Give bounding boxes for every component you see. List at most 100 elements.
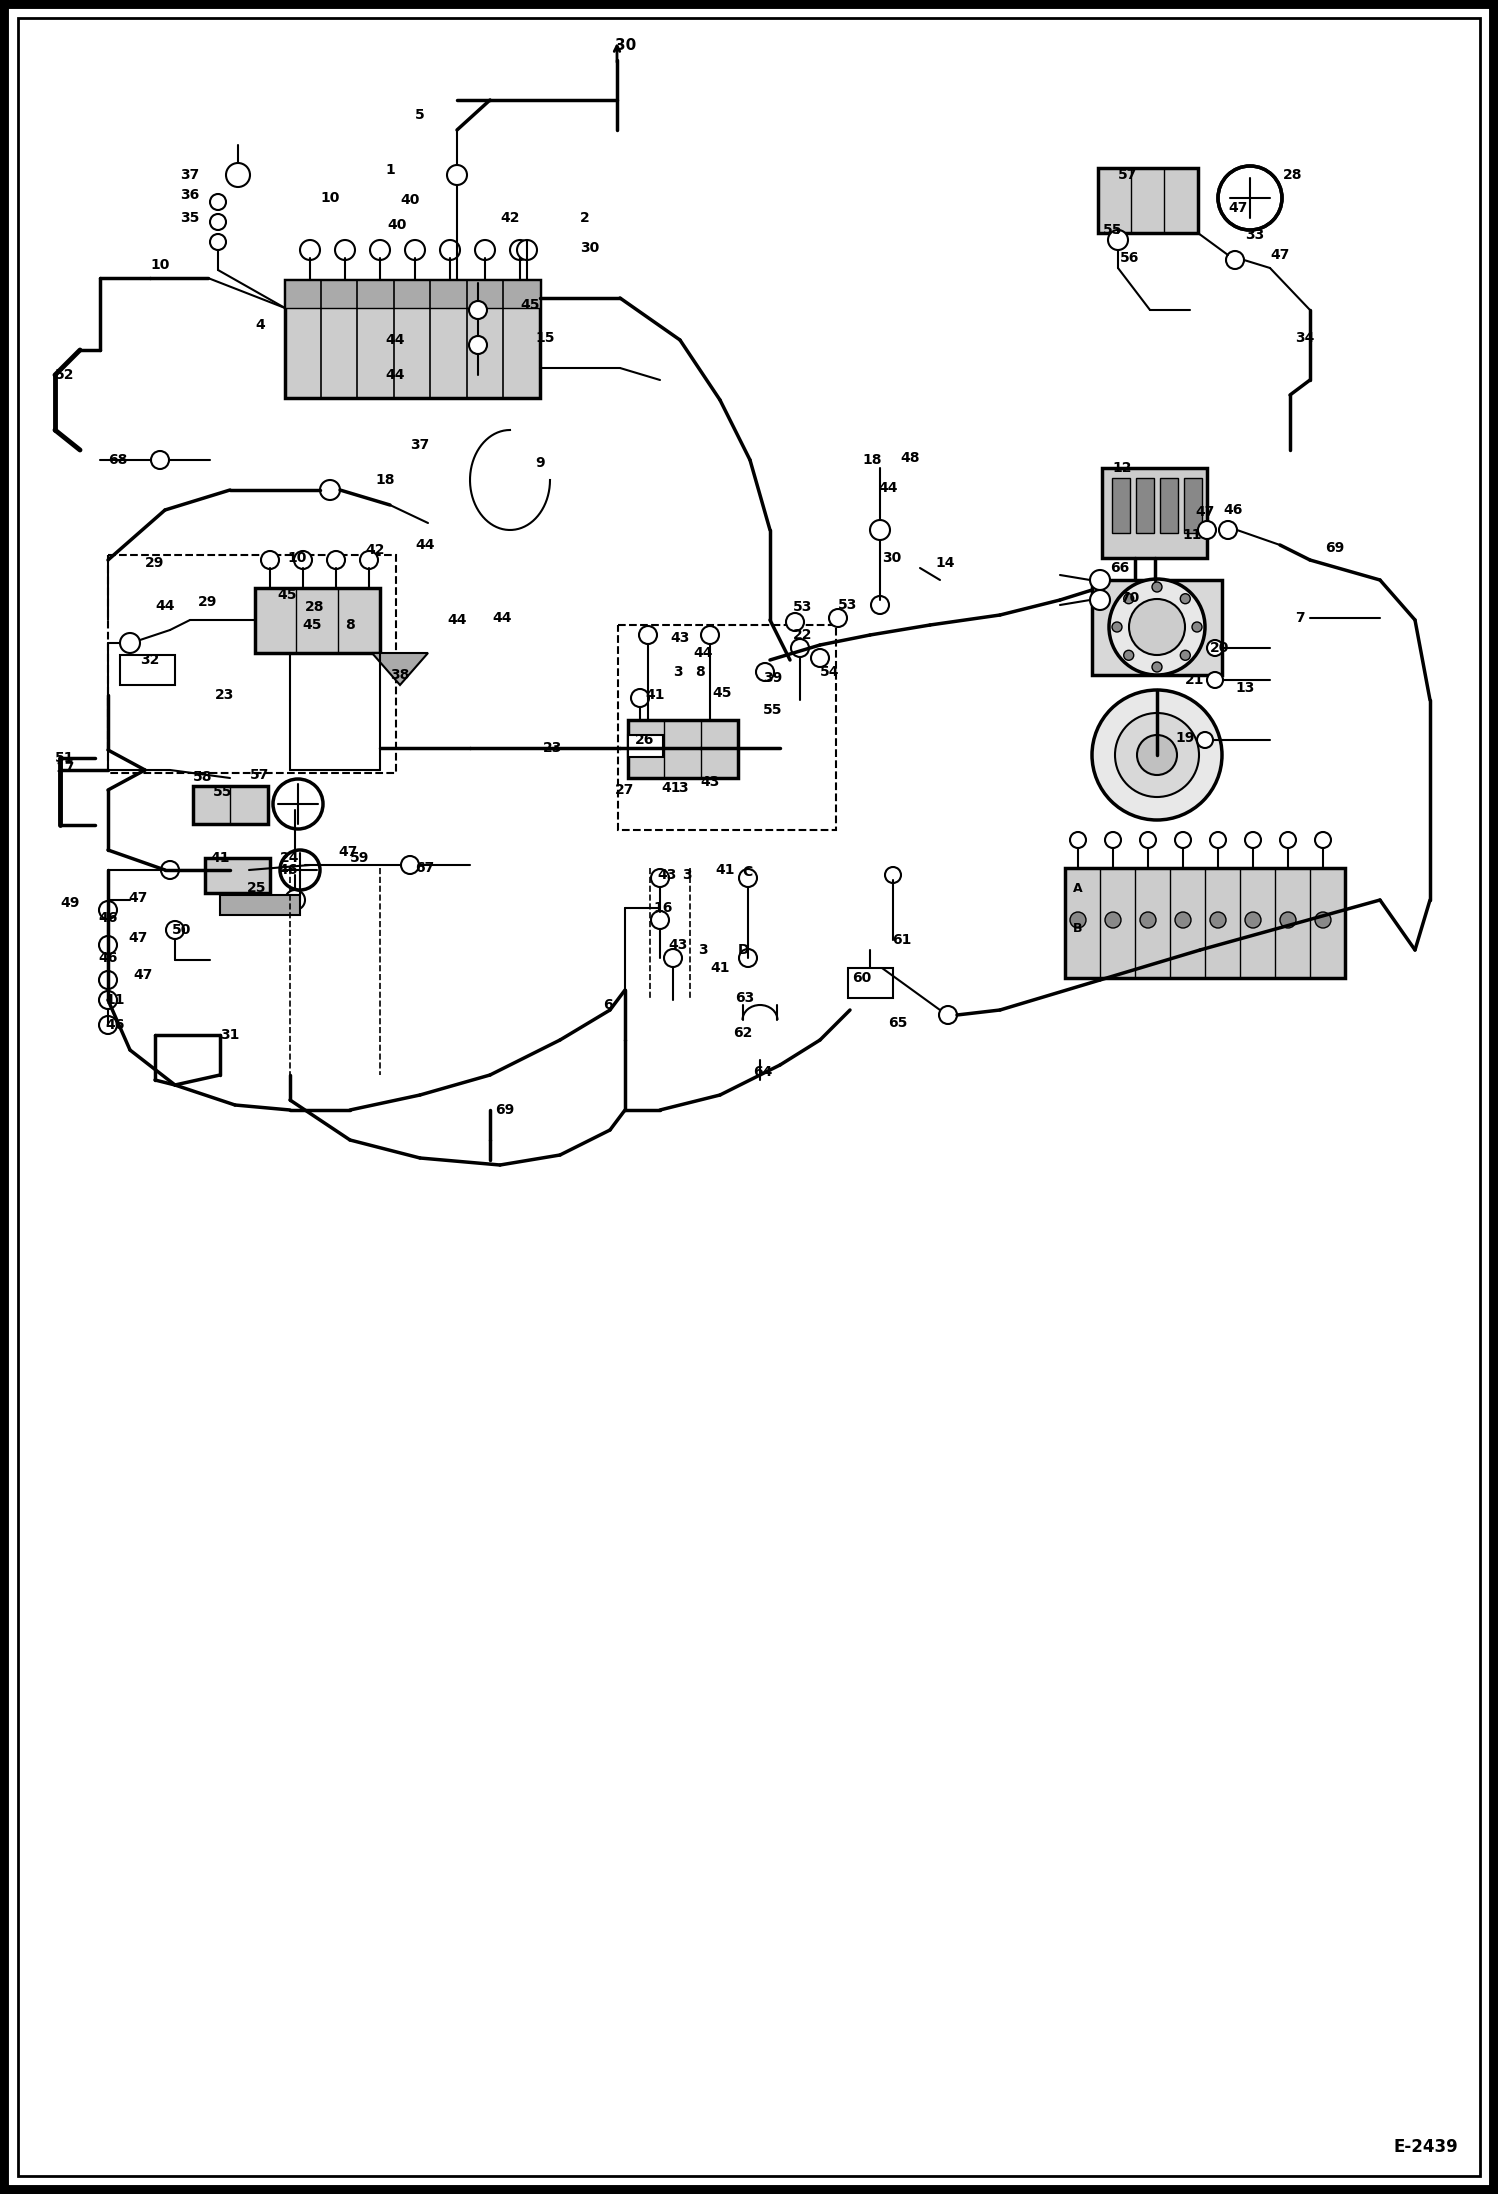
Text: 45: 45	[303, 619, 322, 632]
Circle shape	[1129, 599, 1185, 656]
Circle shape	[810, 649, 828, 667]
Text: 69: 69	[1326, 542, 1344, 555]
Circle shape	[99, 972, 117, 989]
Text: 62: 62	[733, 1027, 752, 1040]
Text: 41: 41	[646, 689, 665, 702]
Circle shape	[870, 597, 888, 614]
Circle shape	[160, 860, 178, 880]
Circle shape	[631, 689, 649, 706]
Circle shape	[99, 937, 117, 954]
Circle shape	[786, 612, 804, 632]
Text: 54: 54	[819, 665, 839, 678]
Text: 43: 43	[658, 869, 677, 882]
Text: 23: 23	[216, 689, 234, 702]
Text: 3: 3	[682, 869, 692, 882]
Circle shape	[1192, 623, 1201, 632]
Text: 44: 44	[878, 480, 897, 496]
Circle shape	[1207, 641, 1222, 656]
Circle shape	[1070, 832, 1086, 849]
Text: B: B	[1073, 921, 1083, 935]
Circle shape	[1180, 649, 1191, 660]
Text: 47: 47	[339, 845, 358, 860]
Bar	[285, 281, 539, 307]
Text: 57: 57	[1118, 169, 1137, 182]
Text: 11: 11	[105, 994, 124, 1007]
Text: 53: 53	[837, 599, 857, 612]
Circle shape	[285, 891, 306, 911]
Text: 7: 7	[1294, 610, 1305, 625]
Text: 28: 28	[1282, 169, 1302, 182]
Circle shape	[1106, 913, 1121, 928]
Circle shape	[1279, 913, 1296, 928]
Bar	[1135, 478, 1153, 533]
Circle shape	[99, 902, 117, 919]
Circle shape	[1112, 623, 1122, 632]
Circle shape	[151, 452, 169, 470]
Text: 45: 45	[277, 588, 297, 601]
Text: 32: 32	[139, 654, 159, 667]
Circle shape	[120, 634, 139, 654]
Bar	[285, 281, 539, 397]
Polygon shape	[372, 654, 428, 685]
Text: 41: 41	[710, 961, 730, 974]
Circle shape	[300, 239, 321, 261]
Circle shape	[1070, 913, 1086, 928]
Circle shape	[1124, 595, 1134, 603]
Circle shape	[739, 950, 756, 968]
Circle shape	[1197, 733, 1213, 748]
Text: 66: 66	[1110, 562, 1129, 575]
Circle shape	[756, 663, 774, 680]
Circle shape	[652, 869, 670, 886]
Circle shape	[828, 610, 846, 627]
Circle shape	[791, 638, 809, 656]
Circle shape	[475, 239, 494, 261]
Circle shape	[1091, 570, 1110, 590]
Text: 1: 1	[385, 162, 395, 178]
Text: 2: 2	[580, 211, 590, 226]
Text: 5: 5	[415, 108, 425, 123]
Circle shape	[1245, 913, 1261, 928]
Circle shape	[404, 239, 425, 261]
Circle shape	[1218, 167, 1282, 230]
Text: 46: 46	[97, 911, 117, 926]
Text: 58: 58	[193, 770, 213, 783]
Text: 19: 19	[1174, 731, 1194, 746]
Text: 47: 47	[1195, 505, 1215, 520]
Bar	[1103, 467, 1207, 557]
Text: 60: 60	[852, 972, 872, 985]
Text: E-2439: E-2439	[1393, 2137, 1458, 2157]
Text: 8: 8	[695, 665, 704, 678]
Circle shape	[99, 992, 117, 1009]
Circle shape	[261, 551, 279, 568]
Text: 46: 46	[105, 1018, 124, 1031]
Text: 41: 41	[715, 862, 734, 878]
Text: 40: 40	[386, 217, 406, 233]
Text: 3: 3	[698, 943, 707, 957]
Text: 20: 20	[1210, 641, 1230, 656]
Circle shape	[210, 215, 226, 230]
Text: 42: 42	[366, 542, 385, 557]
Text: 8: 8	[345, 619, 355, 632]
Circle shape	[664, 950, 682, 968]
Circle shape	[210, 235, 226, 250]
Circle shape	[939, 1007, 957, 1025]
Circle shape	[1279, 832, 1296, 849]
Circle shape	[360, 551, 377, 568]
Circle shape	[446, 165, 467, 184]
Text: 12: 12	[1112, 461, 1131, 474]
Bar	[205, 858, 270, 893]
Text: 47: 47	[1228, 202, 1248, 215]
Circle shape	[1180, 595, 1191, 603]
Bar	[1065, 869, 1345, 979]
Text: 35: 35	[180, 211, 199, 226]
Bar	[193, 785, 268, 825]
Circle shape	[1219, 520, 1237, 540]
Text: A: A	[1073, 882, 1083, 895]
Text: 28: 28	[306, 599, 325, 614]
Text: 43: 43	[668, 939, 688, 952]
Text: 47: 47	[127, 930, 147, 946]
Text: 61: 61	[891, 932, 911, 948]
Circle shape	[1115, 713, 1198, 796]
Text: 59: 59	[351, 851, 370, 864]
Circle shape	[336, 239, 355, 261]
